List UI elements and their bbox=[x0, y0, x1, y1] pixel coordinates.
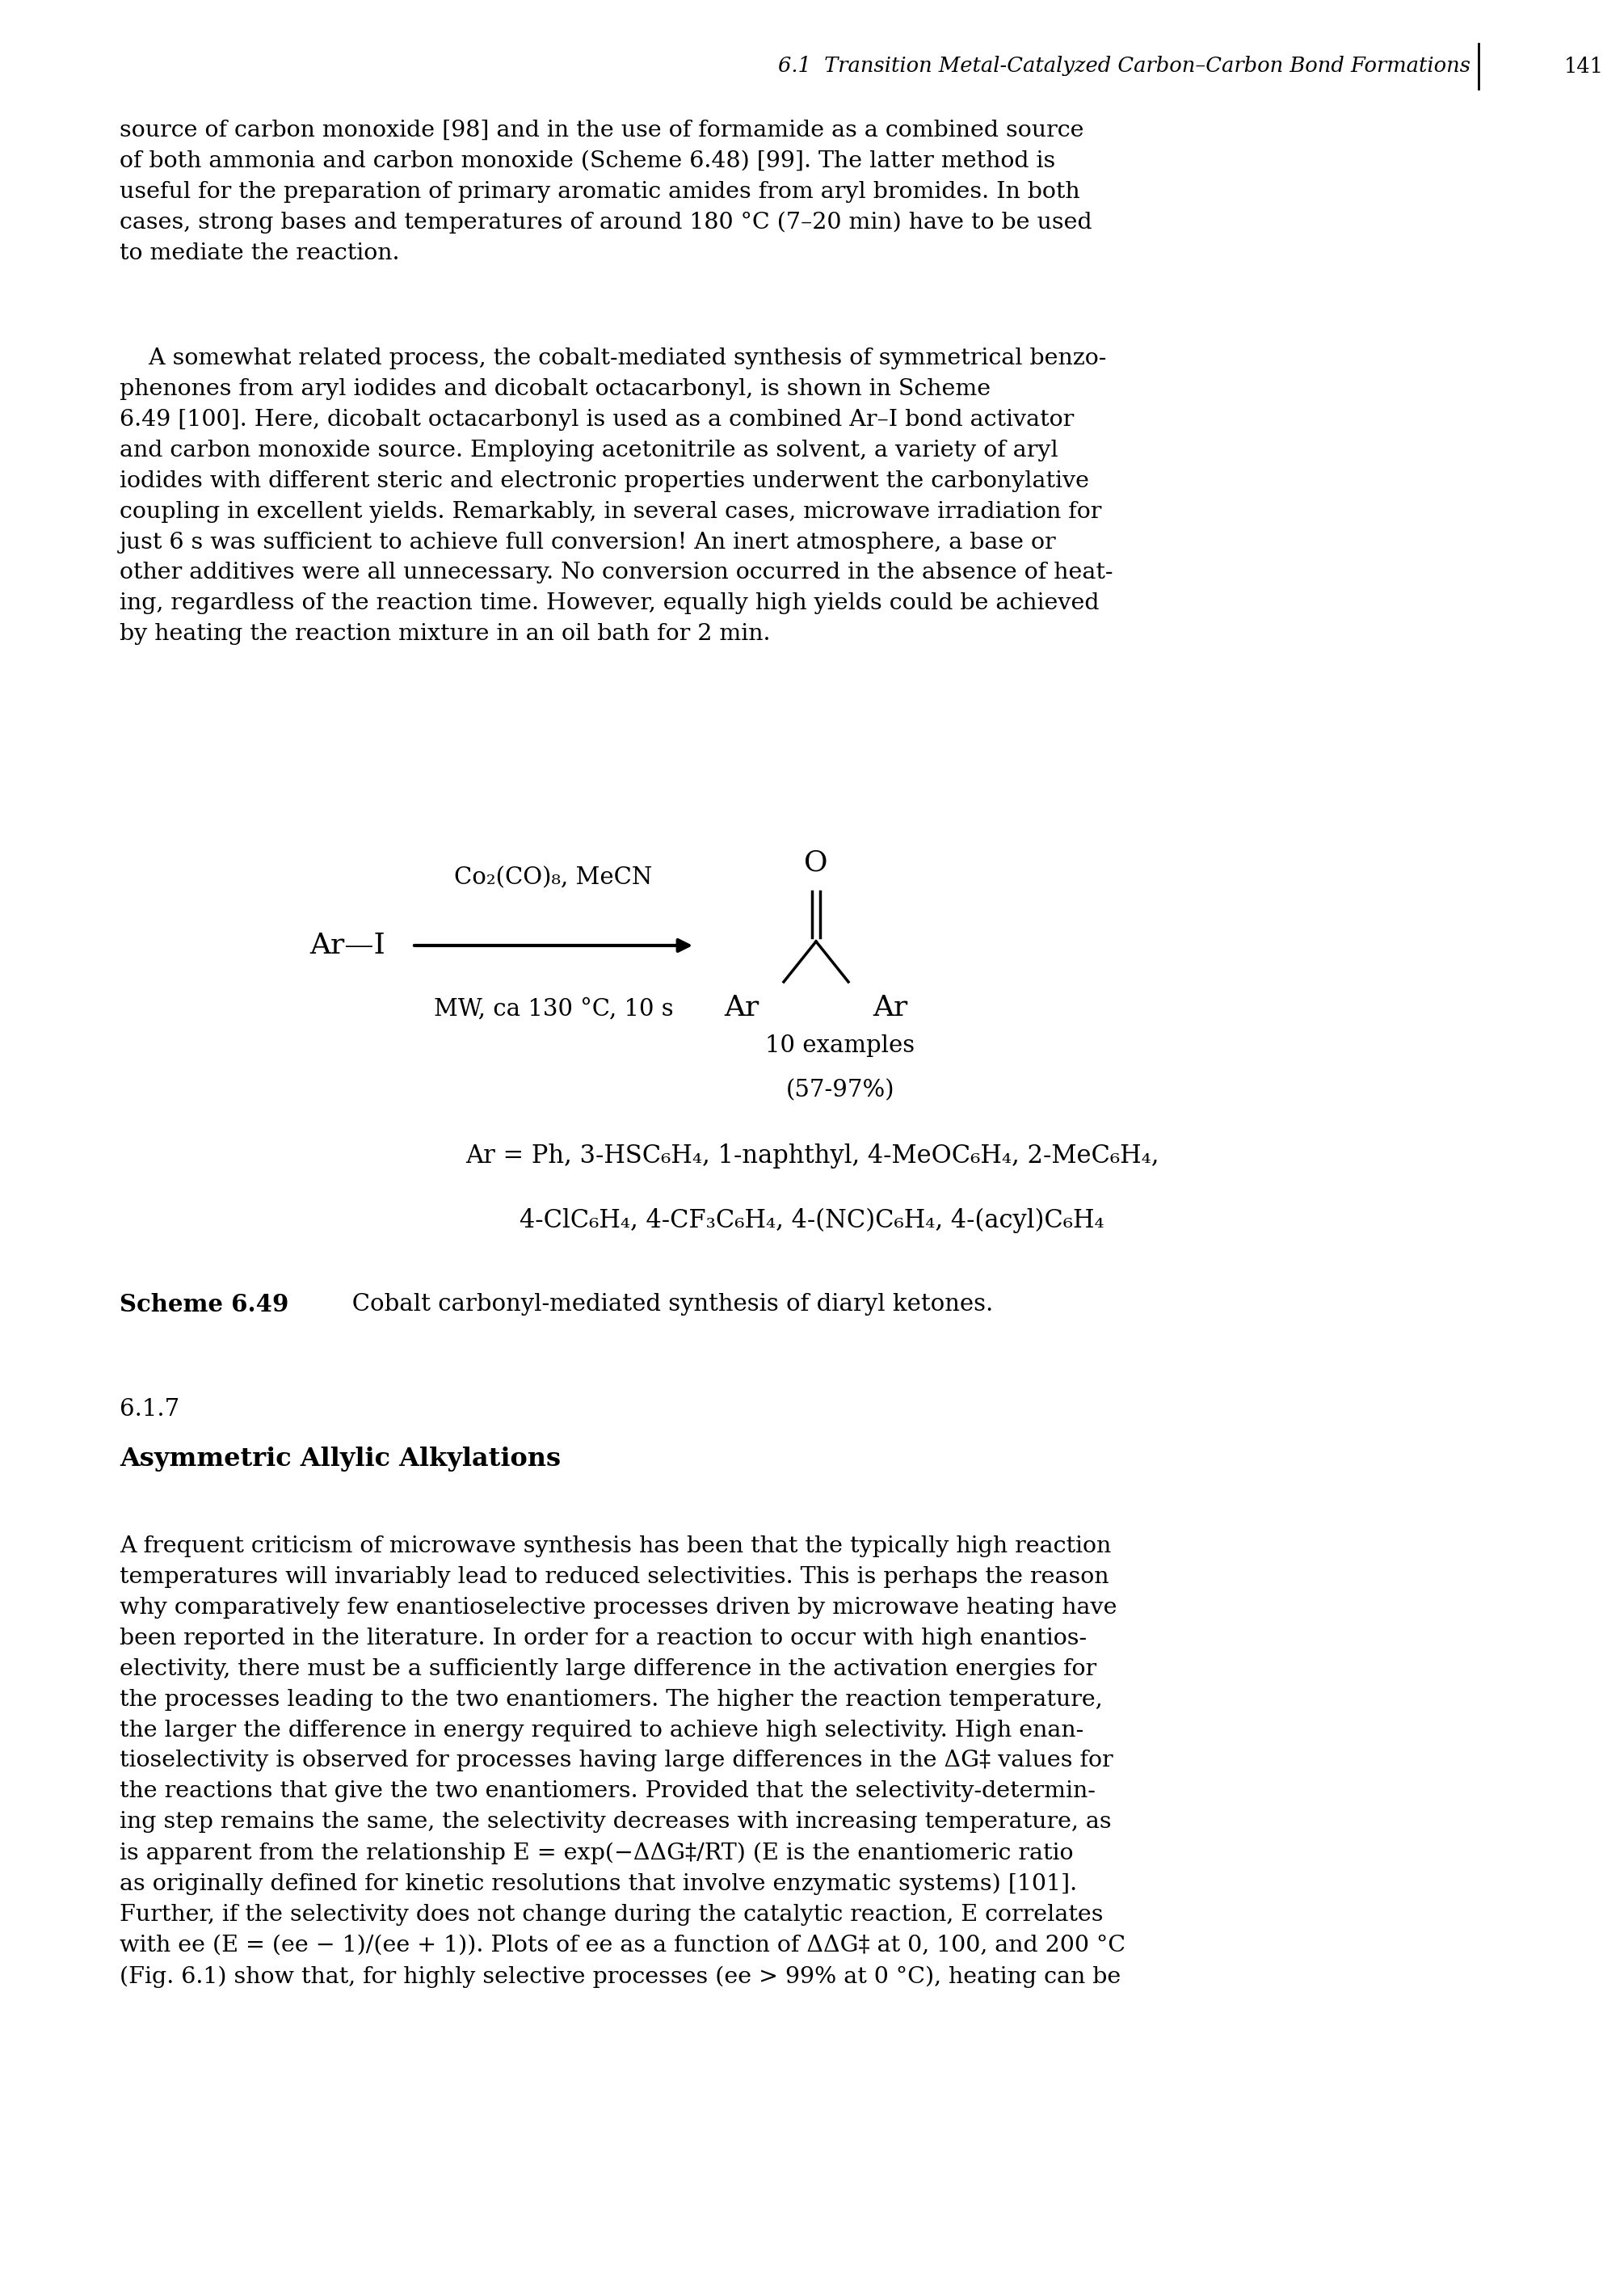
Text: 6.1.7: 6.1.7 bbox=[120, 1398, 180, 1420]
Text: (57-97%): (57-97%) bbox=[786, 1079, 895, 1102]
Text: Scheme 6.49: Scheme 6.49 bbox=[120, 1292, 289, 1317]
Text: MW, ca 130 °C, 10 s: MW, ca 130 °C, 10 s bbox=[434, 999, 674, 1022]
Text: Cobalt carbonyl-mediated synthesis of diaryl ketones.: Cobalt carbonyl-mediated synthesis of di… bbox=[330, 1292, 994, 1315]
Text: Ar: Ar bbox=[724, 994, 760, 1022]
Text: Co₂(CO)₈, MeCN: Co₂(CO)₈, MeCN bbox=[455, 866, 653, 889]
Text: source of carbon monoxide [98] and in the use of formamide as a combined source
: source of carbon monoxide [98] and in th… bbox=[120, 119, 1091, 263]
Text: O: O bbox=[804, 850, 828, 877]
Text: Ar—I: Ar—I bbox=[310, 932, 385, 960]
Text: 4-ClC₆H₄, 4-CF₃C₆H₄, 4-(NC)C₆H₄, 4-(acyl)C₆H₄: 4-ClC₆H₄, 4-CF₃C₆H₄, 4-(NC)C₆H₄, 4-(acyl… bbox=[520, 1207, 1104, 1233]
Text: A somewhat related process, the cobalt-mediated synthesis of symmetrical benzo-
: A somewhat related process, the cobalt-m… bbox=[120, 348, 1112, 646]
Text: Ar: Ar bbox=[872, 994, 908, 1022]
Text: Asymmetric Allylic Alkylations: Asymmetric Allylic Alkylations bbox=[120, 1446, 560, 1471]
Text: Ar = Ph, 3-HSC₆H₄, 1-naphthyl, 4-MeOC₆H₄, 2-MeC₆H₄,: Ar = Ph, 3-HSC₆H₄, 1-naphthyl, 4-MeOC₆H₄… bbox=[464, 1143, 1160, 1168]
Text: A frequent criticism of microwave synthesis has been that the typically high rea: A frequent criticism of microwave synthe… bbox=[120, 1535, 1125, 1989]
Text: 6.1  Transition Metal-Catalyzed Carbon–Carbon Bond Formations: 6.1 Transition Metal-Catalyzed Carbon–Ca… bbox=[778, 57, 1470, 76]
Text: 10 examples: 10 examples bbox=[765, 1033, 914, 1056]
Text: 141: 141 bbox=[1564, 57, 1603, 76]
